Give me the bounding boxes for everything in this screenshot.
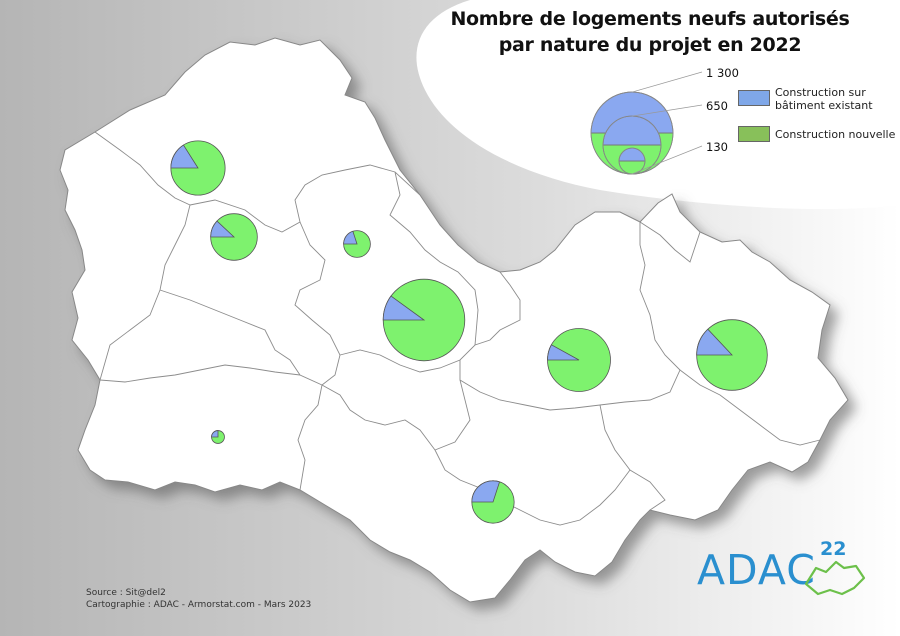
legend-leader-130	[631, 145, 703, 175]
legend-size-label-130: 130	[706, 140, 728, 154]
pie-existing-sw	[211, 430, 219, 438]
legend-size-label-650: 650	[706, 99, 728, 113]
legend-label-existing-line2: bâtiment existant	[775, 99, 873, 112]
source-line: Source : Sit@del2	[86, 588, 166, 598]
legend-size-label-1300: 1 300	[706, 66, 739, 80]
map-title-line1: Nombre de logements neufs autorisés	[450, 8, 850, 30]
pie-existing-centre	[382, 295, 426, 321]
pie-existing-nw	[170, 144, 199, 169]
source-credits: Source : Sit@del2 Cartographie : ADAC - …	[86, 587, 311, 611]
legend-leader-1300	[631, 71, 703, 93]
pie-existing-n-centre-left	[210, 220, 236, 238]
legend-label-existing: Construction sur bâtiment existant	[775, 86, 873, 112]
map-title: Nombre de logements neufs autorisés par …	[440, 6, 860, 58]
size-legend	[590, 71, 703, 175]
legend-label-existing-line1: Construction sur	[775, 86, 866, 99]
logo-number: 22	[820, 538, 847, 560]
legend-leader-650	[631, 104, 703, 117]
legend-swatch-existing	[738, 90, 770, 106]
logo-map-icon	[804, 560, 866, 596]
cartography-line: Cartographie : ADAC - Armorstat.com - Ma…	[86, 600, 312, 610]
pie-existing-east-centre	[547, 344, 580, 361]
logo-text: ADAC	[697, 546, 816, 594]
legend-swatch-new	[738, 126, 770, 142]
inner-borders	[94, 131, 821, 526]
pie-existing-east	[696, 328, 733, 356]
legend-label-new: Construction nouvelle	[775, 128, 896, 141]
map-title-line2: par nature du projet en 2022	[498, 34, 802, 56]
pie-existing-south	[471, 480, 501, 503]
pie-symbols	[170, 140, 768, 524]
pie-existing-n-centre	[343, 230, 358, 245]
